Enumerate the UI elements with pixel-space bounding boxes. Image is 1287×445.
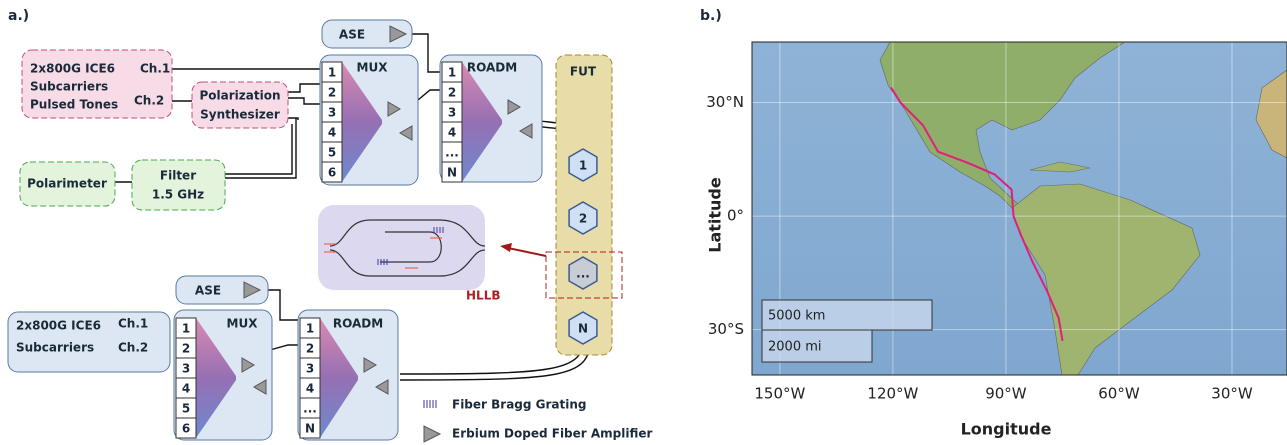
- x-tick-label: 150°W: [754, 385, 805, 403]
- tx-line: Pulsed Tones: [30, 98, 118, 112]
- span-label: N: [578, 322, 588, 336]
- x-tick-label: 120°W: [867, 385, 918, 403]
- span-label: ...: [576, 267, 590, 281]
- x-tick-label: 90°W: [985, 385, 1027, 403]
- port-label: 2: [182, 342, 190, 356]
- legend-label: Erbium Doped Fiber Amplifier: [452, 427, 653, 441]
- channel: Ch.2: [134, 94, 164, 108]
- label: ROADM: [333, 317, 383, 331]
- label: 1.5 GHz: [152, 188, 204, 202]
- port-label: 3: [328, 106, 336, 120]
- port-label: N: [305, 422, 315, 436]
- label: Polarization: [200, 89, 281, 103]
- label: MUX: [227, 317, 259, 331]
- arrow: [508, 248, 546, 256]
- channel: Ch.1: [118, 317, 148, 331]
- figure: a.) 2x800G ICE6 Subcarriers Pulsed Tones…: [0, 0, 1287, 445]
- y-tick-label: 0°: [727, 207, 744, 225]
- y-tick-label: 30°S: [708, 320, 744, 338]
- port-label: 5: [182, 402, 190, 416]
- arrow-head: [500, 243, 512, 252]
- legend-amplifier: [424, 426, 440, 442]
- scale-label: 5000 km: [768, 309, 825, 324]
- port-label: ...: [445, 146, 459, 160]
- tx-line: 2x800G ICE6: [30, 62, 115, 76]
- label: MUX: [357, 61, 389, 75]
- legend-label: Fiber Bragg Grating: [452, 398, 587, 412]
- port-label: 6: [182, 422, 190, 436]
- scale-label: 2000 mi: [768, 340, 822, 355]
- port-label: 3: [448, 106, 456, 120]
- port-label: 2: [328, 86, 336, 100]
- x-axis-label: Longitude: [961, 420, 1052, 439]
- port-label: 2: [306, 342, 314, 356]
- channel: Ch.1: [140, 62, 170, 76]
- panel-b: b.) 150°W 120°W 90°W 60°W 30°W 30°N 0° 30°S 500…: [700, 8, 1287, 439]
- port-label: 5: [328, 146, 336, 160]
- label: ASE: [339, 28, 365, 42]
- span-label: 2: [579, 212, 587, 226]
- label: ROADM: [467, 61, 517, 75]
- label: Polarimeter: [27, 177, 107, 191]
- port-label: ...: [303, 402, 317, 416]
- filter-box: [132, 160, 225, 210]
- label: FUT: [570, 65, 597, 79]
- port-label: 4: [448, 126, 456, 140]
- panel-label: b.): [700, 8, 722, 24]
- channel: Ch.2: [118, 341, 148, 355]
- legend-fbg: [424, 400, 436, 408]
- y-tick-label: 30°N: [706, 93, 744, 111]
- panel-a: a.) 2x800G ICE6 Subcarriers Pulsed Tones…: [8, 8, 653, 442]
- port-label: 4: [182, 382, 190, 396]
- port-label: 4: [306, 382, 314, 396]
- tx-line: 2x800G ICE6: [16, 319, 101, 333]
- hllb-label: HLLB: [466, 289, 500, 303]
- x-tick-label: 30°W: [1211, 385, 1253, 403]
- panel-label: a.): [8, 8, 29, 24]
- label: Synthesizer: [200, 108, 280, 122]
- label: Filter: [160, 169, 196, 183]
- port-label: 4: [328, 126, 336, 140]
- port-label: 1: [182, 322, 190, 336]
- y-axis-label: Latitude: [706, 177, 725, 253]
- port-label: 3: [306, 362, 314, 376]
- port-label: 6: [328, 166, 336, 180]
- port-label: 3: [182, 362, 190, 376]
- x-tick-label: 60°W: [1098, 385, 1140, 403]
- tx-line: Subcarriers: [16, 341, 94, 355]
- port-label: 1: [328, 66, 336, 80]
- tx-line: Subcarriers: [30, 80, 108, 94]
- span-label: 1: [579, 159, 587, 173]
- port-label: 1: [448, 66, 456, 80]
- port-label: 1: [306, 322, 314, 336]
- label: ASE: [195, 284, 221, 298]
- hllb-box: [318, 205, 485, 290]
- port-label: N: [447, 166, 457, 180]
- port-label: 2: [448, 86, 456, 100]
